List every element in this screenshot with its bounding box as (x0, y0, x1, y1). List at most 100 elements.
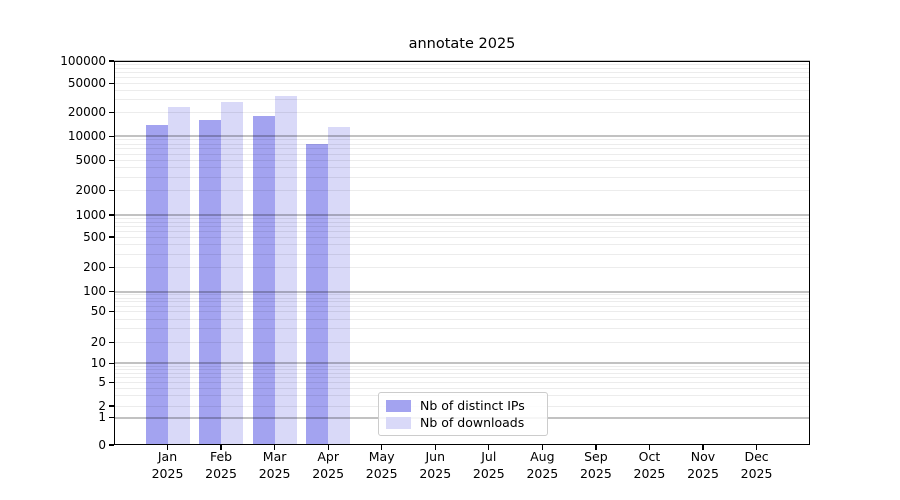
y-tick-mark (109, 83, 114, 85)
x-tick-label: Nov 2025 (687, 449, 719, 481)
y-gridline-minor (114, 301, 810, 303)
legend-label-distinct-ips: Nb of distinct IPs (420, 398, 525, 413)
x-tick-mark (327, 445, 329, 450)
y-gridline-minor (114, 67, 810, 69)
x-tick-label: Jun 2025 (419, 449, 452, 481)
x-tick-mark (595, 445, 597, 450)
x-tick-mark (434, 445, 436, 450)
x-tick-label: Sep 2025 (579, 449, 612, 481)
bar-mar-downloads (274, 96, 297, 445)
y-gridline-minor (114, 77, 810, 79)
y-tick-label: 1000 (75, 207, 106, 222)
legend: Nb of distinct IPs Nb of downloads (378, 392, 548, 436)
x-tick-label: Mar 2025 (258, 449, 291, 481)
y-tick-label: 200 (83, 260, 106, 275)
y-tick-mark (109, 416, 114, 419)
y-gridline-minor (114, 90, 810, 92)
y-gridline-minor (114, 377, 810, 379)
y-gridline-minor (114, 382, 810, 384)
y-gridline-minor (114, 217, 810, 219)
x-tick-label: Feb 2025 (205, 449, 237, 481)
y-gridline-minor (114, 294, 810, 296)
y-tick-label: 1 (98, 410, 106, 425)
x-tick-mark (648, 445, 651, 450)
x-tick-label: Jul 2025 (472, 449, 505, 481)
x-tick-label: May 2025 (365, 449, 398, 481)
y-gridline-minor (114, 153, 810, 155)
y-gridline-minor (114, 236, 810, 238)
y-gridline-minor (114, 342, 810, 344)
y-tick-label: 50000 (67, 76, 106, 91)
x-tick-mark (220, 445, 222, 450)
x-tick-mark (488, 445, 490, 450)
y-tick-label: 5000 (75, 152, 106, 167)
y-gridline-major (114, 362, 810, 365)
y-gridline-minor (114, 72, 810, 74)
y-tick-label: 2000 (75, 182, 106, 197)
y-gridline-minor (114, 176, 810, 178)
y-tick-label: 500 (83, 229, 106, 244)
y-tick-mark (109, 189, 114, 192)
y-gridline-minor (114, 372, 810, 374)
y-tick-mark (109, 311, 114, 313)
y-tick-label: 2 (98, 398, 106, 413)
bar-jan-downloads (167, 107, 190, 445)
x-tick-mark (166, 445, 169, 450)
y-gridline-minor (114, 244, 810, 246)
y-tick-label: 50 (90, 304, 106, 319)
y-tick-mark (109, 214, 114, 216)
x-tick-mark (273, 445, 276, 450)
bar-mar-distinct-ips (252, 116, 275, 445)
legend-label-downloads: Nb of downloads (420, 415, 525, 430)
y-tick-label: 20000 (67, 105, 106, 120)
y-gridline-major (114, 60, 810, 62)
y-gridline-major (114, 135, 810, 138)
y-gridline-minor (114, 167, 810, 169)
y-tick-mark (109, 405, 114, 407)
y-gridline-minor (114, 387, 810, 389)
y-gridline-minor (114, 159, 810, 161)
y-tick-mark (109, 112, 114, 114)
legend-swatch-downloads (386, 416, 411, 429)
y-gridline-minor (114, 148, 810, 150)
x-tick-label: Jan 2025 (151, 449, 184, 481)
y-gridline-major (114, 214, 810, 217)
bar-feb-distinct-ips (199, 120, 222, 445)
y-tick-mark (109, 362, 114, 364)
y-tick-label: 20 (90, 335, 106, 350)
y-tick-label: 10 (90, 355, 106, 370)
y-gridline-minor (114, 369, 810, 371)
y-gridline-minor (114, 63, 810, 65)
y-tick-label: 100000 (60, 53, 106, 68)
y-tick-label: 5 (98, 375, 106, 390)
y-gridline-minor (114, 143, 810, 145)
legend-item-downloads: Nb of downloads (386, 415, 540, 430)
y-tick-mark (109, 444, 114, 446)
y-gridline-minor (114, 297, 810, 299)
y-tick-label: 10000 (67, 128, 106, 143)
y-gridline-minor (114, 221, 810, 223)
x-tick-label: Dec 2025 (740, 449, 773, 481)
bar-jan-distinct-ips (145, 124, 168, 445)
y-gridline-minor (114, 225, 810, 227)
x-tick-mark (755, 445, 758, 450)
y-tick-mark (109, 267, 114, 269)
x-tick-mark (381, 445, 383, 450)
y-gridline-minor (114, 305, 810, 307)
x-tick-label: Aug 2025 (526, 449, 559, 481)
y-gridline-minor (114, 189, 810, 191)
bar-feb-downloads (221, 102, 244, 445)
chart-title: annotate 2025 (408, 36, 516, 52)
y-gridline-minor (114, 311, 810, 313)
x-tick-mark (702, 445, 704, 450)
y-tick-mark (109, 381, 114, 384)
legend-swatch-distinct-ips (386, 399, 411, 412)
x-tick-label: Apr 2025 (312, 449, 345, 481)
bar-apr-distinct-ips (306, 144, 329, 445)
y-tick-mark (109, 135, 114, 137)
y-tick-mark (109, 159, 114, 162)
legend-item-distinct-ips: Nb of distinct IPs (386, 398, 540, 413)
y-gridline-minor (114, 139, 810, 141)
y-gridline-minor (114, 230, 810, 232)
